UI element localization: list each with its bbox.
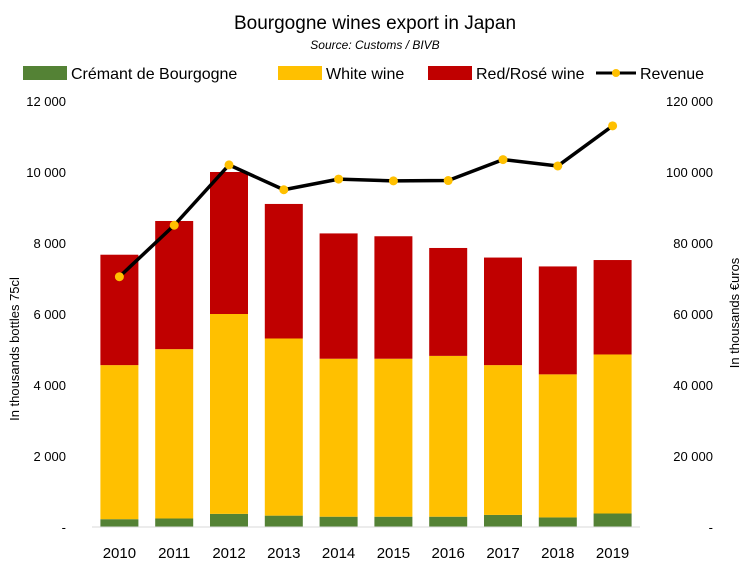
bar-white-wine-2019 — [593, 354, 632, 514]
bar-white-wine-2011 — [155, 349, 194, 519]
revenue-point-2019 — [608, 121, 618, 131]
bar-cremant-de-bourgogne-2011 — [155, 518, 194, 527]
bars — [100, 172, 632, 527]
bar-cremant-de-bourgogne-2017 — [484, 514, 522, 527]
bar-white-wine-2013 — [264, 338, 303, 516]
bar-red-rose-wine-2012 — [210, 172, 248, 314]
bar-cremant-de-bourgogne-2015 — [374, 516, 413, 527]
x-tick-label: 2010 — [103, 545, 136, 562]
bar-white-wine-2015 — [374, 358, 413, 517]
x-tick-label: 2014 — [322, 545, 355, 562]
legend-label-revenue: Revenue — [640, 66, 704, 83]
revenue-point-2011 — [169, 220, 179, 230]
bar-white-wine-2012 — [210, 314, 248, 514]
bar-cremant-de-bourgogne-2014 — [319, 516, 358, 527]
bar-red-rose-wine-2016 — [429, 247, 468, 356]
bar-red-rose-wine-2013 — [264, 203, 303, 339]
right-tick-label: - — [709, 520, 713, 535]
bar-cremant-de-bourgogne-2019 — [593, 513, 632, 527]
left-tick-label: 12 000 — [26, 94, 66, 109]
right-tick-label: 120 000 — [666, 94, 713, 109]
x-tick-label: 2013 — [267, 545, 300, 562]
bar-cremant-de-bourgogne-2018 — [538, 517, 577, 527]
bar-cremant-de-bourgogne-2010 — [100, 519, 139, 527]
revenue-series-line — [118, 124, 614, 279]
right-tick-label: 100 000 — [666, 165, 713, 180]
x-tick-label: 2012 — [212, 545, 245, 562]
bar-white-wine-2018 — [538, 374, 577, 518]
left-tick-label: 8 000 — [33, 236, 66, 251]
bar-cremant-de-bourgogne-2013 — [264, 515, 303, 527]
legend-marker-revenue — [612, 69, 620, 77]
x-tick-label: 2018 — [541, 545, 574, 562]
x-axis-ticks: 2010 2011 2012 2013 2014 2015 2016 2017 2018 2019 — [103, 545, 630, 562]
left-tick-label: 2 000 — [33, 449, 66, 464]
right-axis-title: In thousands €uros — [727, 257, 742, 368]
x-tick-label: 2019 — [596, 545, 629, 562]
bar-cremant-de-bourgogne-2012 — [210, 513, 248, 527]
legend-label-cremant: Crémant de Bourgogne — [71, 66, 237, 83]
revenue-point-2010 — [114, 272, 124, 282]
right-axis-ticks: - 20 000 40 000 60 000 80 000 100 000 120 000 — [666, 94, 713, 535]
legend-swatch-red-rose-wine — [428, 66, 472, 80]
bar-white-wine-2016 — [429, 355, 468, 517]
bar-cremant-de-bourgogne-2016 — [429, 516, 468, 527]
legend: Crémant de Bourgogne White wine Red/Rosé… — [23, 66, 704, 83]
revenue-point-2013 — [279, 185, 289, 195]
left-tick-label: 6 000 — [33, 307, 66, 322]
x-tick-label: 2015 — [377, 545, 410, 562]
legend-label-red-rose-wine: Red/Rosé wine — [476, 66, 585, 83]
right-tick-label: 20 000 — [673, 449, 713, 464]
bar-white-wine-2017 — [484, 365, 522, 515]
x-tick-label: 2016 — [432, 545, 465, 562]
bar-red-rose-wine-2015 — [374, 236, 413, 359]
left-tick-label: - — [62, 520, 66, 535]
chart-title: Bourgogne wines export in Japan — [234, 13, 516, 34]
bar-red-rose-wine-2017 — [484, 257, 522, 366]
left-tick-label: 4 000 — [33, 378, 66, 393]
legend-swatch-white-wine — [278, 66, 322, 80]
bar-red-rose-wine-2014 — [319, 233, 358, 359]
bar-red-rose-wine-2019 — [593, 260, 632, 355]
left-axis-title: In thousands bottles 75cl — [7, 277, 22, 421]
right-tick-label: 60 000 — [673, 307, 713, 322]
revenue-point-2017 — [498, 155, 508, 165]
left-tick-label: 10 000 — [26, 165, 66, 180]
revenue-point-2012 — [224, 160, 234, 170]
legend-swatch-cremant — [23, 66, 67, 80]
bar-red-rose-wine-2018 — [538, 266, 577, 375]
bar-red-rose-wine-2011 — [155, 220, 194, 350]
bar-white-wine-2014 — [319, 358, 358, 517]
x-tick-label: 2017 — [486, 545, 519, 562]
left-axis-ticks: - 2 000 4 000 6 000 8 000 10 000 12 000 — [26, 94, 66, 535]
x-tick-label: 2011 — [158, 545, 190, 562]
revenue-point-2015 — [388, 176, 398, 186]
revenue-line — [114, 121, 618, 282]
bar-white-wine-2010 — [100, 365, 139, 520]
revenue-point-2018 — [553, 161, 563, 171]
revenue-point-2016 — [443, 176, 453, 186]
right-tick-label: 80 000 — [673, 236, 713, 251]
chart-subtitle: Source: Customs / BIVB — [310, 38, 439, 52]
legend-label-white-wine: White wine — [326, 66, 404, 83]
revenue-point-2014 — [334, 174, 344, 184]
right-tick-label: 40 000 — [673, 378, 713, 393]
bar-red-rose-wine-2010 — [100, 254, 139, 366]
